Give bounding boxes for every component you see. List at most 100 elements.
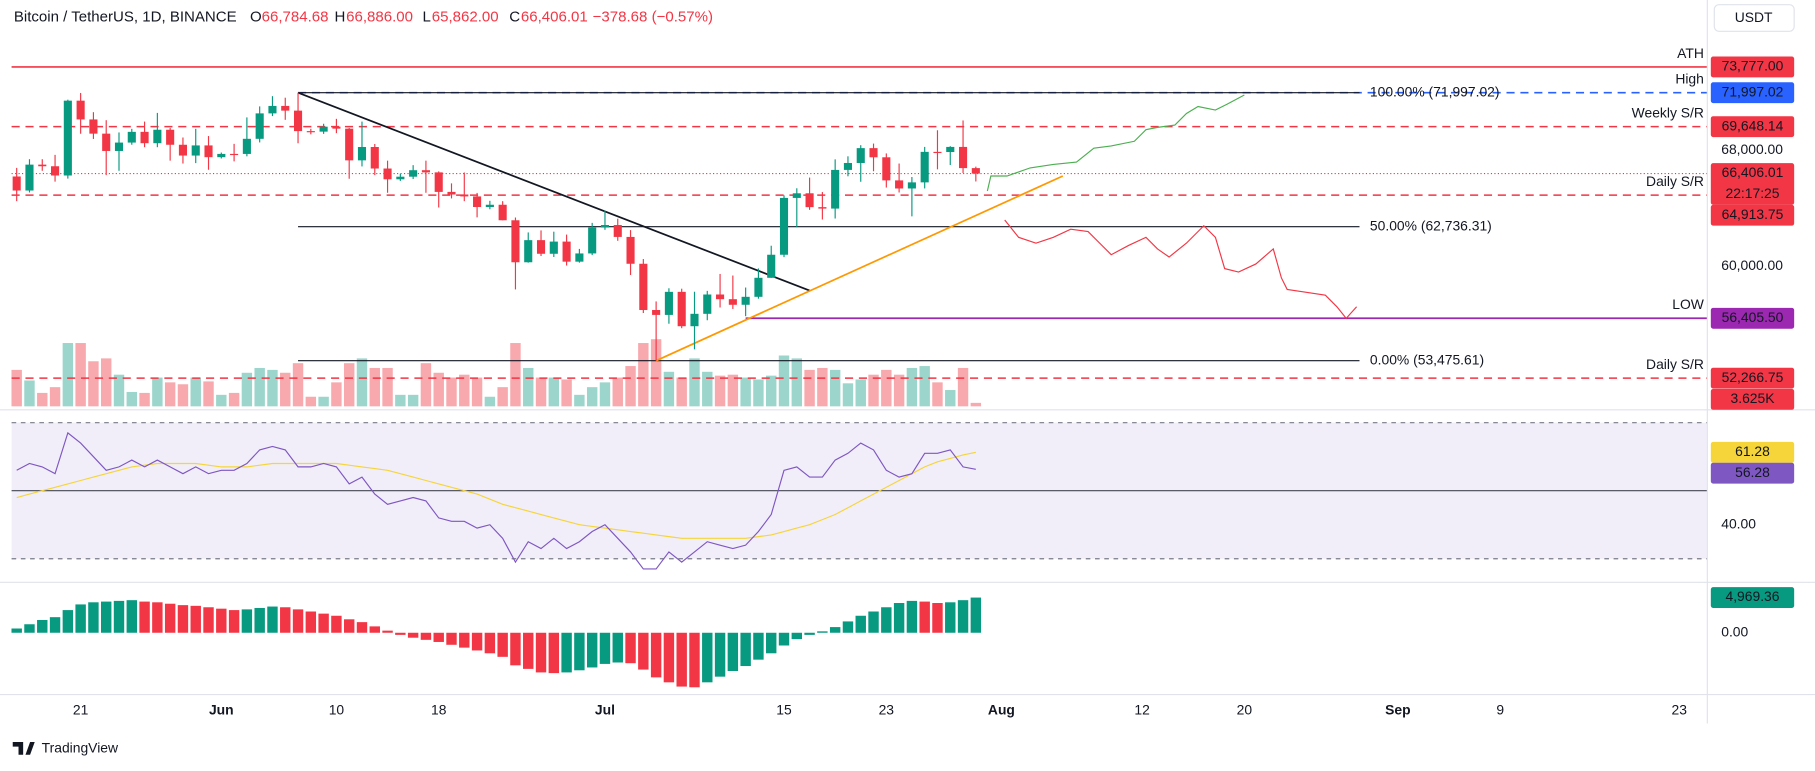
volume-bar (101, 358, 112, 407)
volume-bar (280, 372, 291, 407)
candle-body (626, 236, 635, 264)
candle-body (421, 170, 430, 173)
candle-body (818, 207, 827, 209)
volume-bar (216, 394, 227, 407)
macd-bar (280, 607, 291, 633)
volume-bar (817, 367, 828, 407)
candle-body (204, 145, 213, 158)
volume-bar (407, 394, 419, 407)
level-tag: ATH (1677, 45, 1704, 61)
trendline (297, 91, 810, 292)
macd-bar (753, 632, 764, 660)
volume-bar (702, 371, 713, 407)
macd-bar (829, 627, 841, 633)
macd-bar (11, 628, 22, 633)
macd-bar (216, 608, 227, 633)
candle-body (293, 110, 303, 132)
macd-bar (535, 632, 547, 673)
candle-body (895, 180, 904, 189)
volume-bar (599, 382, 611, 407)
price-label: 64,913.75 (1722, 206, 1784, 222)
volume-bar (957, 367, 969, 407)
macd-bar (88, 602, 99, 633)
price-label-box (1710, 82, 1795, 104)
x-tick-label: 15 (776, 701, 792, 717)
macd-bar (356, 622, 368, 633)
volume-bar (868, 374, 879, 407)
price-label: 52,266.75 (1722, 369, 1784, 385)
candle-body (831, 169, 840, 209)
fib-label: 50.00% (62,736.31) (1370, 217, 1492, 233)
candle-body (38, 164, 47, 167)
candle-body (767, 254, 776, 278)
volume-bar (881, 369, 892, 407)
candle-body (473, 196, 482, 208)
candle-body (357, 147, 367, 161)
volume-bar (548, 377, 560, 407)
macd-bar (446, 632, 457, 645)
volume-bar (893, 374, 905, 407)
macd-bar (420, 632, 432, 640)
volume-bar (382, 367, 393, 407)
candle-body (843, 162, 853, 170)
candle-body (76, 100, 85, 120)
candle-body (971, 168, 980, 174)
volume-bar (906, 367, 918, 407)
volume-bar (292, 363, 304, 407)
trendline (655, 175, 1064, 362)
macd-bar (702, 632, 713, 683)
macd-bar (957, 600, 969, 633)
macd-bar (791, 632, 803, 640)
candle-body (114, 142, 124, 151)
volume-bar (625, 366, 636, 407)
macd-bar (855, 615, 866, 633)
macd-bar (804, 632, 815, 635)
volume-bar (919, 366, 930, 407)
macd-bar (689, 632, 700, 688)
price-label-box (1710, 441, 1795, 463)
macd-bar (893, 603, 905, 633)
candle-body (549, 241, 558, 254)
candle-body (920, 151, 929, 183)
rsi-line (16, 431, 976, 570)
candle-body (588, 227, 597, 254)
macd-bar (945, 602, 956, 633)
volume-bar (369, 367, 380, 407)
x-tick-label: 20 (1237, 701, 1253, 717)
macd-bar (343, 619, 355, 633)
candle-body (319, 126, 328, 132)
candle-body (536, 240, 546, 254)
volume-bar (535, 377, 547, 407)
price-label-box (1710, 388, 1795, 410)
level-tag: LOW (1672, 296, 1705, 312)
price-label: 61.28 (1735, 443, 1770, 459)
candle-body (933, 151, 942, 154)
volume-bar (804, 369, 815, 407)
brand-logo: TradingView (12, 740, 119, 756)
price-label-box (1710, 116, 1795, 138)
currency-label[interactable]: USDT (1735, 9, 1773, 25)
currency-button[interactable] (1713, 4, 1795, 32)
candle-body (907, 182, 916, 189)
ohlc-key: O (250, 8, 262, 25)
volume-bar (471, 377, 483, 407)
macd-bar (164, 603, 176, 633)
macd-bar (267, 606, 278, 633)
level-tag: Daily S/R (1646, 356, 1704, 372)
volume-bar (241, 372, 253, 407)
price-label-box (1710, 367, 1795, 389)
price-label-box (1710, 462, 1795, 484)
macd-bar (817, 631, 828, 633)
volume-bar (395, 394, 406, 407)
ohlc-value: 65,862.00 (432, 8, 499, 25)
x-tick-label: Sep (1385, 701, 1410, 717)
volume-bar (523, 367, 534, 407)
ohlc-key: C (509, 8, 520, 25)
volume-bar (343, 363, 355, 407)
candle-body (703, 294, 712, 314)
fib-label: 100.00% (71,997.02) (1370, 83, 1500, 99)
macd-bar (126, 600, 137, 633)
macd-bar (433, 632, 444, 642)
candle-body (792, 193, 801, 198)
